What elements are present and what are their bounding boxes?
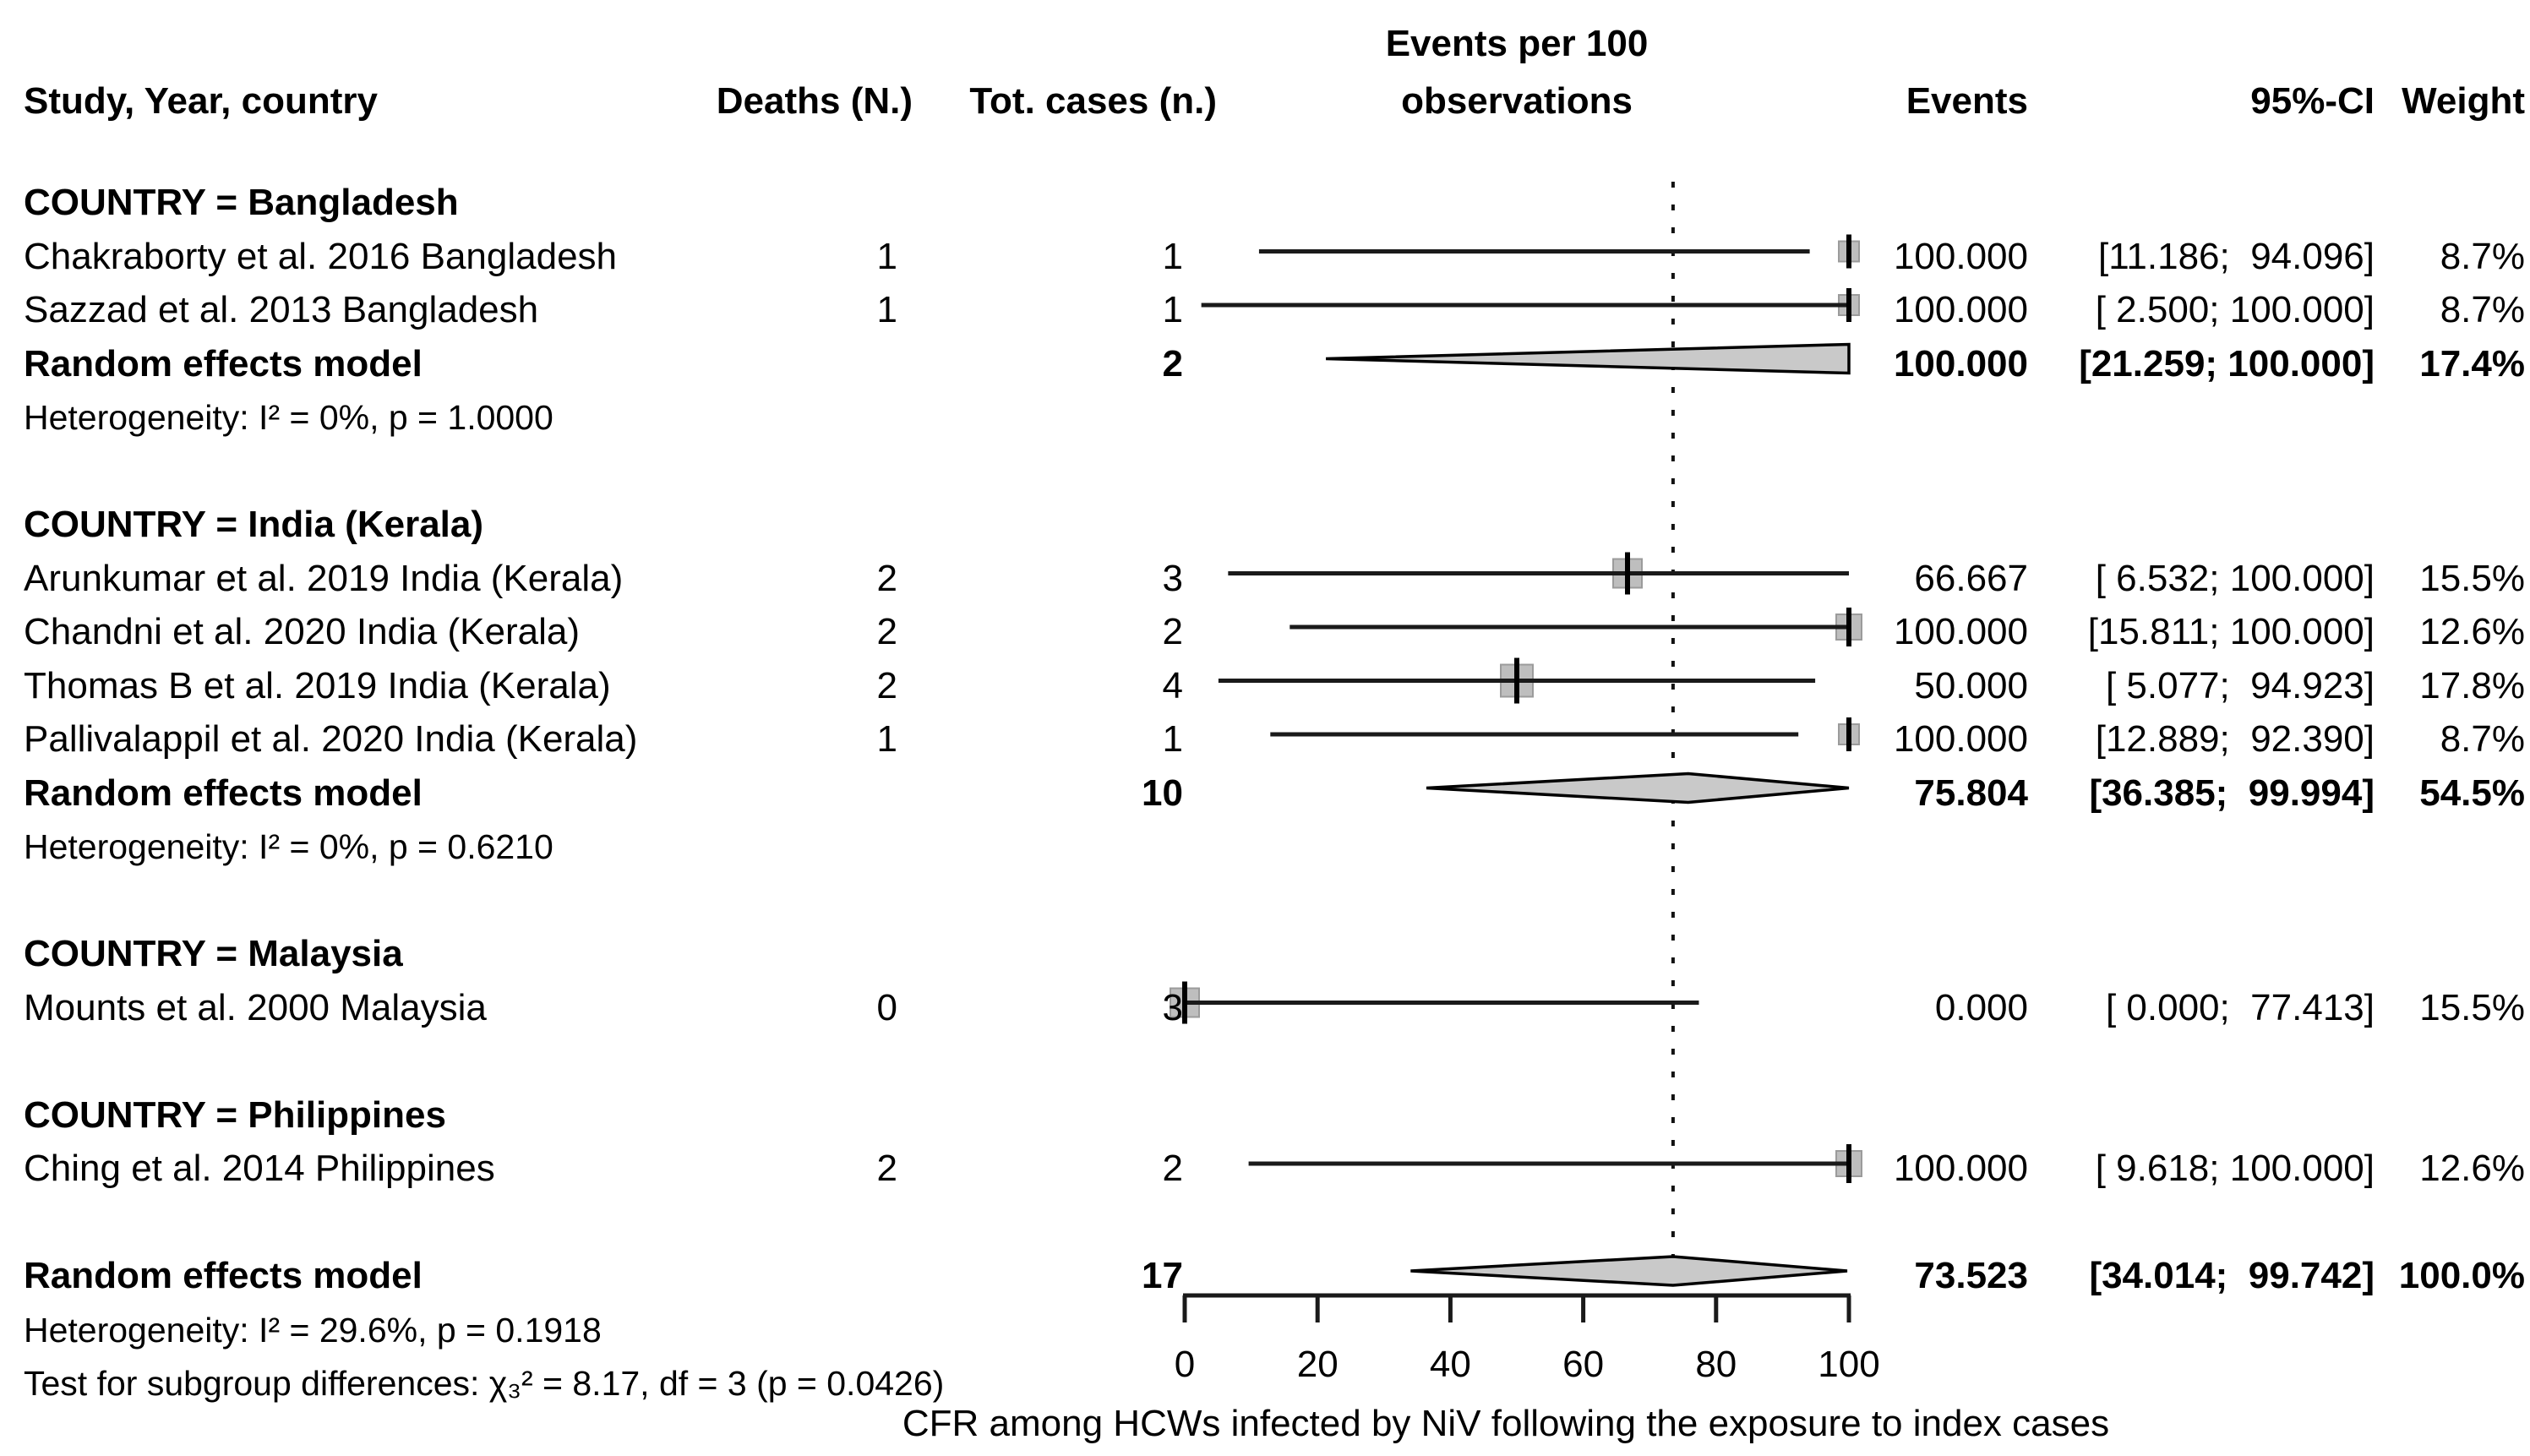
study-label: Mounts et al. 2000 Malaysia — [24, 986, 487, 1028]
heterogeneity-note: Heterogeneity: I² = 29.6%, p = 0.1918 — [24, 1310, 602, 1350]
group-header: COUNTRY = Malaysia — [24, 933, 403, 974]
ci-value: [11.186; 94.096] — [2097, 235, 2375, 277]
study-label: Chandni et al. 2020 India (Kerala) — [24, 611, 580, 652]
col-header-plot-line1: Events per 100 — [1385, 23, 1649, 64]
ci-value: [ 5.077; 94.923] — [2105, 664, 2375, 706]
group-header: COUNTRY = India (Kerala) — [24, 504, 484, 545]
total-cases-value: 2 — [1162, 1148, 1183, 1189]
ci-value: [ 2.500; 100.000] — [2095, 289, 2375, 330]
col-header-ci: 95%-CI — [2250, 80, 2375, 122]
total-cases-value: 3 — [1162, 986, 1183, 1028]
summary-diamond — [1426, 772, 1850, 804]
events-value: 73.523 — [1914, 1255, 2028, 1296]
ci-value: [34.014; 99.742] — [2089, 1255, 2375, 1296]
x-axis-caption: CFR among HCWs infected by NiV following… — [902, 1403, 2110, 1444]
ci-value: [15.811; 100.000] — [2087, 611, 2375, 652]
summary-label: Random effects model — [24, 772, 423, 814]
study-label: Chakraborty et al. 2016 Bangladesh — [24, 235, 618, 277]
total-cases-value: 3 — [1162, 557, 1183, 599]
col-header-events: Events — [1906, 80, 2028, 122]
weight-value: 15.5% — [2419, 557, 2525, 599]
events-value: 100.000 — [1893, 289, 2028, 330]
total-cases-value: 1 — [1162, 235, 1183, 277]
group-header: COUNTRY = Bangladesh — [24, 182, 459, 223]
ci-value: [12.889; 92.390] — [2095, 718, 2375, 760]
weight-value: 15.5% — [2419, 986, 2525, 1028]
events-value: 100.000 — [1893, 1148, 2028, 1189]
axis-tick-label: 20 — [1297, 1344, 1339, 1385]
total-cases-value: 2 — [1162, 611, 1183, 652]
axis-tick-label: 60 — [1562, 1344, 1604, 1385]
weight-value: 8.7% — [2440, 235, 2525, 277]
deaths-value: 1 — [876, 289, 897, 330]
total-cases-value: 1 — [1162, 718, 1183, 760]
deaths-value: 2 — [876, 611, 897, 652]
ci-value: [ 6.532; 100.000] — [2095, 557, 2375, 599]
axis-tick-label: 100 — [1818, 1344, 1879, 1385]
events-value: 75.804 — [1914, 772, 2028, 814]
events-value: 66.667 — [1914, 557, 2028, 599]
deaths-value: 1 — [876, 718, 897, 760]
events-value: 100.000 — [1893, 611, 2028, 652]
col-header-weight: Weight — [2402, 80, 2525, 122]
weight-value: 8.7% — [2440, 289, 2525, 330]
col-header-total: Tot. cases (n.) — [969, 80, 1217, 122]
study-label: Pallivalappil et al. 2020 India (Kerala) — [24, 718, 638, 760]
total-cases-value: 2 — [1162, 342, 1183, 384]
heterogeneity-note: Heterogeneity: I² = 0%, p = 0.6210 — [24, 827, 553, 866]
weight-value: 12.6% — [2419, 611, 2525, 652]
axis-tick-label: 40 — [1430, 1344, 1471, 1385]
ci-value: [ 9.618; 100.000] — [2095, 1148, 2375, 1189]
summary-diamond — [1410, 1255, 1848, 1287]
weight-value: 8.7% — [2440, 718, 2525, 760]
events-value: 100.000 — [1893, 235, 2028, 277]
events-value: 50.000 — [1914, 664, 2028, 706]
total-cases-value: 17 — [1142, 1255, 1183, 1296]
ci-value: [21.259; 100.000] — [2079, 342, 2375, 384]
weight-value: 12.6% — [2419, 1148, 2525, 1189]
weight-value: 17.8% — [2419, 664, 2525, 706]
weight-value: 54.5% — [2419, 772, 2525, 814]
study-label: Thomas B et al. 2019 India (Kerala) — [24, 664, 611, 706]
total-cases-value: 10 — [1142, 772, 1183, 814]
deaths-value: 0 — [876, 986, 897, 1028]
study-label: Ching et al. 2014 Philippines — [24, 1148, 495, 1189]
ci-value: [ 0.000; 77.413] — [2105, 986, 2375, 1028]
deaths-value: 1 — [876, 235, 897, 277]
col-header-deaths: Deaths (N.) — [716, 80, 913, 122]
heterogeneity-note: Heterogeneity: I² = 0%, p = 1.0000 — [24, 398, 553, 437]
deaths-value: 2 — [876, 664, 897, 706]
study-label: Arunkumar et al. 2019 India (Kerala) — [24, 557, 624, 599]
events-value: 0.000 — [1934, 986, 2028, 1028]
ci-value: [36.385; 99.994] — [2089, 772, 2375, 814]
col-header-plot-line2: observations — [1401, 80, 1633, 122]
group-header: COUNTRY = Philippines — [24, 1093, 446, 1136]
summary-label: Random effects model — [24, 1255, 423, 1296]
weight-value: 17.4% — [2419, 342, 2525, 384]
deaths-value: 2 — [876, 1148, 897, 1189]
summary-diamond — [1326, 342, 1851, 375]
events-value: 100.000 — [1893, 718, 2028, 760]
study-label: Sazzad et al. 2013 Bangladesh — [24, 289, 539, 330]
total-cases-value: 1 — [1162, 289, 1183, 330]
heterogeneity-note: Test for subgroup differences: χ₃² = 8.1… — [24, 1364, 945, 1403]
col-header-study: Study, Year, country — [24, 80, 378, 122]
events-value: 100.000 — [1893, 342, 2028, 384]
axis-tick-label: 80 — [1695, 1344, 1737, 1385]
axis-tick-label: 0 — [1175, 1344, 1195, 1385]
weight-value: 100.0% — [2398, 1255, 2525, 1296]
total-cases-value: 4 — [1162, 664, 1183, 706]
summary-label: Random effects model — [24, 342, 423, 384]
deaths-value: 2 — [876, 557, 897, 599]
